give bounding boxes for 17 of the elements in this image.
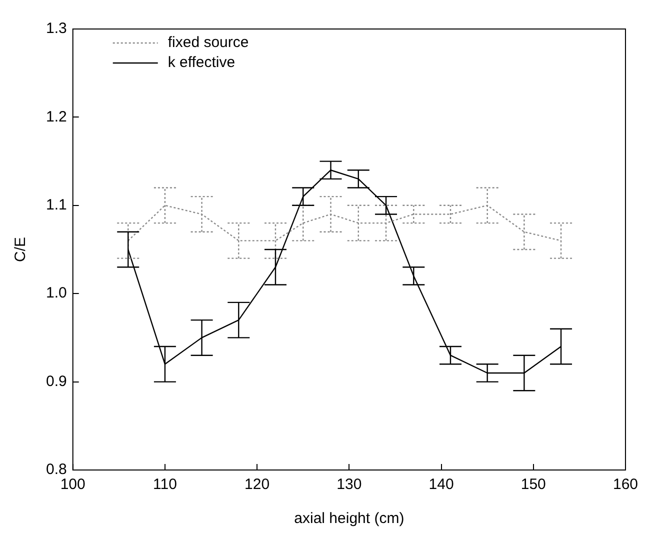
x-tick-label: 130	[336, 476, 362, 494]
y-tick-label: 0.8	[46, 461, 67, 478]
legend-label: k effective	[168, 54, 236, 72]
y-tick-label: 0.9	[46, 372, 67, 390]
x-tick-label: 150	[520, 476, 546, 494]
x-tick-label: 120	[244, 476, 270, 494]
x-tick-label: 100	[60, 476, 86, 494]
x-axis-title: axial height (cm)	[294, 510, 404, 528]
y-tick-label: 1.2	[46, 108, 67, 126]
x-tick-label: 110	[152, 476, 177, 494]
y-tick-label: 1.0	[46, 284, 67, 302]
x-tick-label: 160	[612, 476, 638, 494]
y-tick-label: 1.1	[46, 196, 67, 214]
legend-label: fixed source	[168, 34, 249, 52]
y-tick-label: 1.3	[46, 20, 67, 38]
x-tick-label: 140	[428, 476, 454, 494]
y-axis-title: C/E	[12, 236, 30, 262]
